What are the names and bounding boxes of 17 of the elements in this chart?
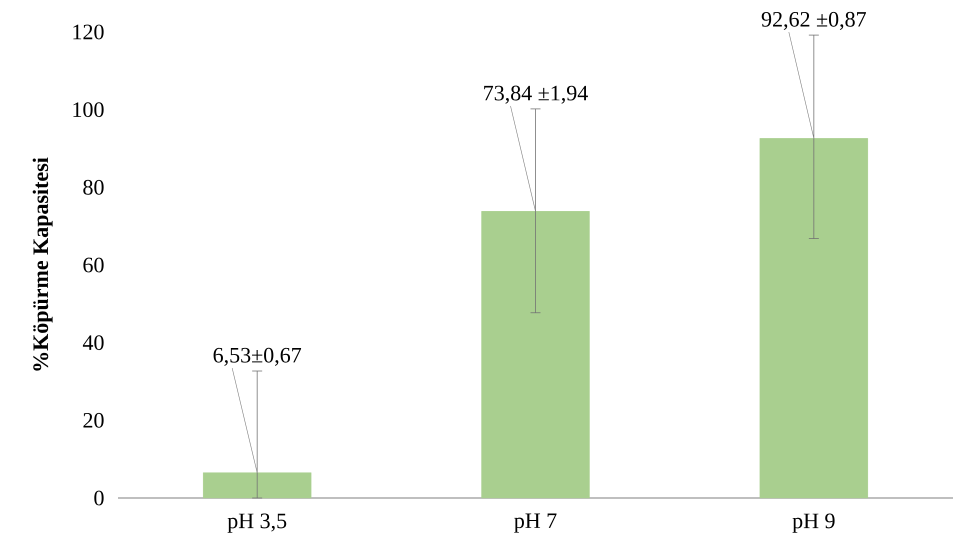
x-tick-label: pH 7 — [514, 514, 557, 533]
data-label: 6,53±0,67 — [214, 348, 302, 366]
bar — [760, 138, 868, 498]
y-tick-label: 20 — [83, 412, 104, 428]
x-tick-label: pH 3,5 — [228, 514, 286, 533]
x-tick-label: pH 9 — [792, 514, 835, 533]
bar — [481, 211, 590, 498]
y-tick-label: 0 — [94, 490, 104, 506]
y-axis-title: %Köpürme Kapasitesi — [32, 157, 53, 371]
y-tick-label: 60 — [83, 258, 104, 272]
data-label: 73,84 ±1,94 — [484, 86, 588, 104]
y-tick-label: 40 — [82, 335, 104, 350]
bar — [202, 472, 312, 498]
y-tick-label: 120 — [73, 24, 104, 40]
data-label: 92,62 ±0,87 — [762, 12, 866, 30]
y-tick-label: 80 — [83, 180, 104, 195]
y-tick-label: 100 — [73, 102, 104, 118]
